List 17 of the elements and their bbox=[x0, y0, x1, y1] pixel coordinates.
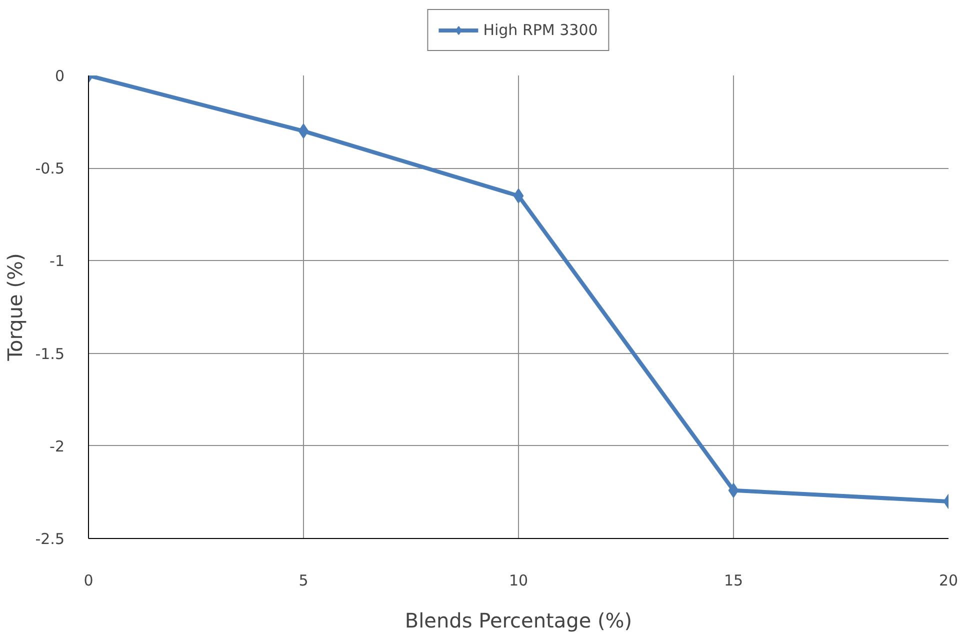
y-tick-label: -1 bbox=[50, 252, 65, 270]
y-tick-label: -2.5 bbox=[35, 530, 65, 548]
x-tick-label: 15 bbox=[724, 572, 744, 590]
y-axis-title: Torque (%) bbox=[3, 253, 28, 362]
legend-label: High RPM 3300 bbox=[483, 21, 598, 39]
y-tick-label: 0 bbox=[54, 67, 65, 85]
y-tick-label: -1.5 bbox=[35, 344, 65, 363]
y-tick-label: -0.5 bbox=[35, 160, 65, 178]
x-tick-label: 20 bbox=[938, 572, 958, 590]
x-tick-label: 0 bbox=[84, 572, 94, 590]
point bbox=[728, 482, 739, 498]
x-axis-title: Blends Percentage (%) bbox=[404, 608, 632, 632]
point bbox=[298, 124, 309, 139]
x-tick-label: 5 bbox=[298, 572, 308, 590]
y-tick-label: -2 bbox=[50, 437, 65, 456]
point bbox=[513, 188, 524, 204]
x-tick-label: 10 bbox=[508, 572, 528, 590]
